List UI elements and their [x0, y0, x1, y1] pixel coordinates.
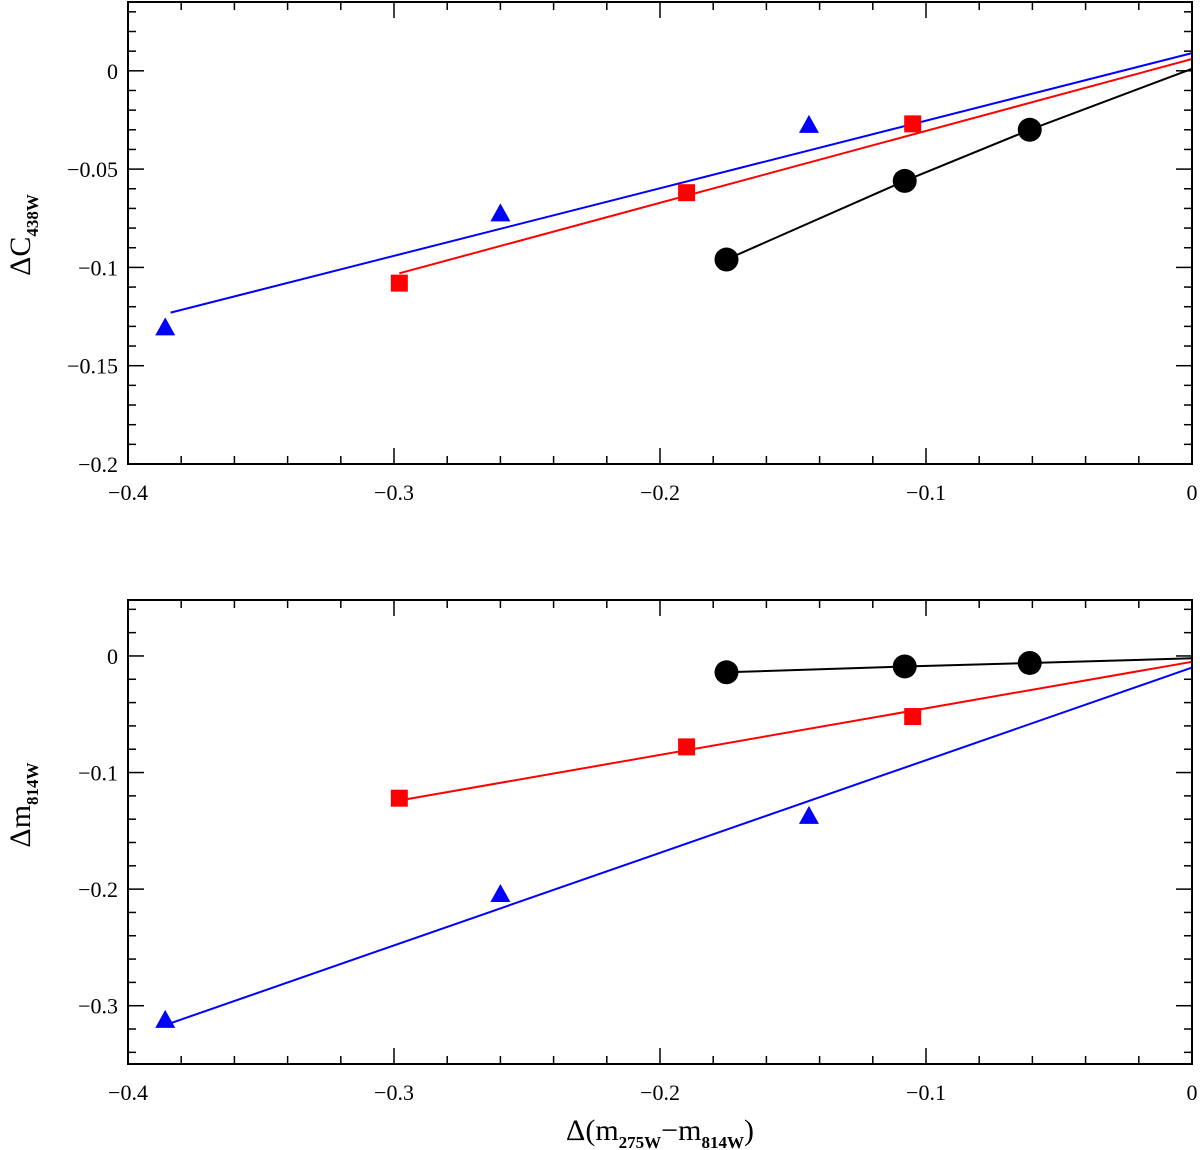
bottom-fit-line-blue	[170, 666, 1193, 1025]
top-fit-line-red	[399, 58, 1193, 275]
x-title-sub2: 814W	[701, 1133, 744, 1150]
bottom-point-blue-1	[490, 883, 511, 902]
bottom-point-blue-2	[798, 805, 819, 824]
bottom-x-axis-title: Δ(m275W−m814W)	[566, 1114, 754, 1150]
top-point-blue-2	[798, 114, 819, 133]
bottom-fit-lines	[170, 657, 1193, 1025]
top-point-blue-1	[490, 203, 511, 222]
top-y-axis-title: ΔC438W	[4, 194, 42, 276]
top-y-axis-title-sub: 438W	[23, 194, 42, 237]
bottom-y-tick-label: −0.1	[78, 761, 118, 786]
bottom-point-red-0	[390, 789, 408, 807]
bottom-panel: −0.4 −0.3 −0.2 −0.1 0−0.3−0.2−0.10 Δm814W Δ(…	[4, 599, 1198, 1150]
bottom-y-tick-label: −0.2	[78, 877, 118, 902]
bottom-fit-line-black	[726, 657, 1193, 674]
bottom-ticks	[127, 600, 1193, 1064]
top-fit-line-black	[726, 67, 1193, 261]
top-x-tick-label: −0.4	[108, 480, 148, 505]
top-point-black-1	[892, 168, 917, 193]
top-markers	[155, 114, 1042, 336]
bottom-tick-labels: −0.4 −0.3 −0.2 −0.1 0 −0.3 −0.2 −0.1 0	[78, 644, 1197, 1105]
top-plot-frame	[127, 1, 1193, 465]
top-point-red-2	[904, 115, 922, 133]
top-point-black-0	[714, 247, 739, 272]
top-y-tick-label: −0.15	[67, 354, 118, 379]
top-panel: −0.4 −0.3 −0.2 −0.1 0 −0.2 −0.15 −0.1 −0.05 0 ΔC4…	[4, 1, 1198, 505]
bottom-point-blue-0	[155, 1009, 176, 1028]
bottom-y-axis-title-main: Δm	[4, 805, 37, 848]
x-title-mid: −m	[661, 1114, 701, 1147]
bottom-y-tick-label: −0.3	[78, 994, 118, 1019]
bottom-x-tick-label: −0.2	[640, 1080, 680, 1105]
bottom-y-tick-label: 0	[107, 644, 118, 669]
top-fit-lines	[170, 52, 1193, 314]
bottom-plot-frame	[127, 599, 1193, 1065]
top-fit-line-blue	[170, 52, 1193, 314]
top-y-tick-label: −0.1	[78, 255, 118, 280]
x-title-prefix: Δ(m	[566, 1114, 619, 1147]
top-point-blue-0	[155, 317, 176, 336]
top-y-axis-title-main: ΔC	[4, 237, 37, 276]
top-y-tick-label: 0	[107, 59, 118, 84]
bottom-x-tick-label: −0.4	[108, 1080, 148, 1105]
bottom-point-black-2	[1017, 650, 1042, 675]
top-x-tick-label: 0	[1187, 480, 1198, 505]
bottom-markers	[155, 650, 1042, 1028]
bottom-y-axis-title: Δm814W	[4, 762, 42, 847]
top-tick-labels: −0.4 −0.3 −0.2 −0.1 0 −0.2 −0.15 −0.1 −0.05 0	[67, 59, 1197, 505]
x-title-sub1: 275W	[619, 1133, 662, 1150]
bottom-y-axis-title-sub: 814W	[23, 762, 42, 805]
x-title-suffix: )	[744, 1114, 754, 1147]
top-y-tick-label: −0.2	[78, 452, 118, 477]
bottom-point-black-0	[714, 660, 739, 685]
top-point-black-2	[1017, 117, 1042, 142]
bottom-x-tick-label: 0	[1187, 1080, 1198, 1105]
bottom-x-tick-label: −0.1	[906, 1080, 946, 1105]
top-x-tick-label: −0.1	[906, 480, 946, 505]
top-point-red-1	[678, 184, 696, 202]
top-x-tick-label: −0.2	[640, 480, 680, 505]
bottom-point-red-2	[904, 708, 922, 726]
top-point-red-0	[390, 274, 408, 292]
top-ticks	[127, 2, 1193, 465]
bottom-point-red-1	[678, 738, 696, 756]
bottom-point-black-1	[892, 654, 917, 679]
bottom-x-tick-label: −0.3	[374, 1080, 414, 1105]
top-x-tick-label: −0.3	[374, 480, 414, 505]
top-y-tick-label: −0.05	[67, 157, 118, 182]
bottom-fit-line-red	[399, 660, 1193, 802]
